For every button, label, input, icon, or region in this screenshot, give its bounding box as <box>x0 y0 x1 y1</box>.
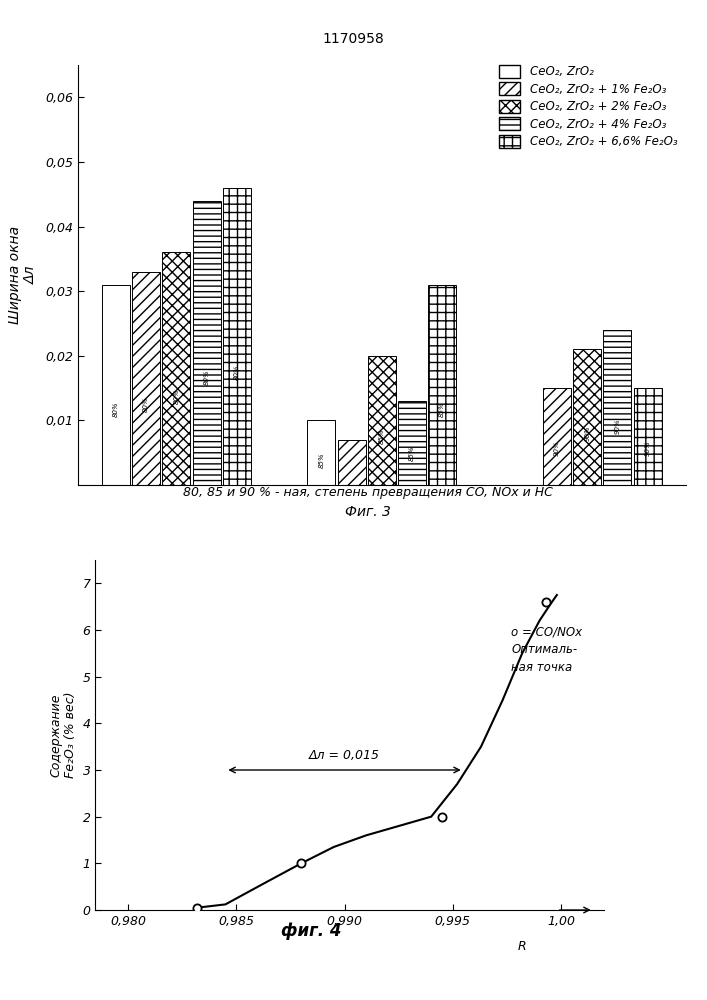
Text: 80%: 80% <box>113 401 119 417</box>
Bar <box>428 285 456 485</box>
Text: 90%: 90% <box>554 440 560 456</box>
Bar <box>132 272 160 485</box>
Text: 80%: 80% <box>173 389 180 404</box>
Bar <box>163 252 190 485</box>
Legend: CeO₂, ZrO₂, CeO₂, ZrO₂ + 1% Fe₂O₃, CeO₂, ZrO₂ + 2% Fe₂O₃, CeO₂, ZrO₂ + 4% Fe₂O₃,: CeO₂, ZrO₂, CeO₂, ZrO₂ + 1% Fe₂O₃, CeO₂,… <box>497 63 680 151</box>
Text: 80%: 80% <box>204 369 209 385</box>
Point <box>436 809 448 825</box>
Text: 90%: 90% <box>584 426 590 441</box>
Bar <box>398 401 426 485</box>
Text: 90%: 90% <box>645 440 650 456</box>
Bar <box>543 388 571 485</box>
Bar <box>223 188 251 485</box>
Text: фиг. 4: фиг. 4 <box>281 922 341 940</box>
Text: 90%: 90% <box>614 418 620 434</box>
Text: 80%: 80% <box>144 396 149 412</box>
Text: 85%: 85% <box>409 445 415 461</box>
Bar <box>192 201 221 485</box>
Text: 1170958: 1170958 <box>322 32 385 46</box>
Text: Фиг. 3: Фиг. 3 <box>345 505 390 519</box>
Text: R: R <box>518 940 527 953</box>
Text: Δл = 0,015: Δл = 0,015 <box>309 749 380 762</box>
Y-axis label: Содержание
Fe₂O₃ (% вес): Содержание Fe₂O₃ (% вес) <box>49 692 77 778</box>
Bar <box>102 285 130 485</box>
Text: 80%: 80% <box>234 364 240 380</box>
Point <box>540 594 551 610</box>
Text: 85%: 85% <box>439 401 445 417</box>
Text: 80, 85 и 90 % - ная, степень превращения CO, NOх и HC: 80, 85 и 90 % - ная, степень превращения… <box>182 486 553 499</box>
Text: 85%: 85% <box>318 453 325 468</box>
Point <box>192 900 203 916</box>
Text: 85%: 85% <box>379 428 385 444</box>
Bar <box>633 388 662 485</box>
Y-axis label: Ширина окна
Δл: Ширина окна Δл <box>8 226 38 324</box>
Bar <box>368 356 396 485</box>
Bar <box>338 440 366 485</box>
Bar <box>308 420 335 485</box>
Bar <box>604 330 631 485</box>
Bar <box>573 349 601 485</box>
Point <box>296 855 307 871</box>
Text: o = CO/NOх
Оптималь-
ная точка: o = CO/NOх Оптималь- ная точка <box>511 625 583 674</box>
